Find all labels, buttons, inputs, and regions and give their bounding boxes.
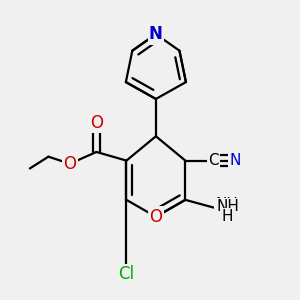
Text: H: H <box>221 209 233 224</box>
Text: O: O <box>63 155 76 173</box>
Text: C: C <box>208 153 219 168</box>
Text: O: O <box>90 113 103 131</box>
Text: Cl: Cl <box>118 266 134 284</box>
Text: H: H <box>221 208 233 223</box>
Text: NH: NH <box>217 199 239 214</box>
Text: NH: NH <box>216 197 238 212</box>
Text: N: N <box>149 25 163 43</box>
Text: N: N <box>230 153 241 168</box>
Text: O: O <box>149 208 162 226</box>
